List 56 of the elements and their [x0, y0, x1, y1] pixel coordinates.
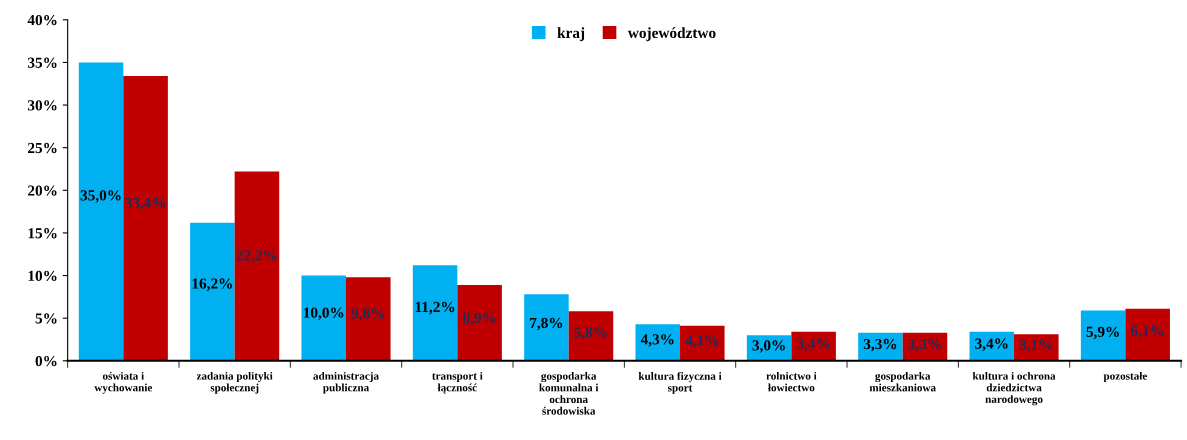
bar	[680, 325, 725, 361]
x-tick-label: administracja publiczna	[313, 371, 379, 394]
bar	[78, 62, 124, 361]
y-tick-label: 30%	[27, 100, 57, 111]
legend-label: województwo	[627, 27, 716, 42]
data-label: 8,9%	[462, 312, 496, 326]
y-tick-label: 40%	[27, 14, 57, 26]
y-tick-label: 25%	[28, 142, 57, 154]
bar	[1080, 310, 1126, 361]
data-label: 4,1%	[685, 335, 719, 348]
bar	[635, 324, 681, 361]
data-label: 3,4%	[797, 338, 830, 351]
bar	[301, 275, 347, 361]
x-tick-label: gospodarka komunalna i ochrona środowiska	[539, 371, 599, 415]
y-tick-label: 20%	[28, 185, 57, 196]
data-label: 6,1%	[1131, 325, 1164, 339]
y-tick-label: 0%	[35, 355, 57, 367]
y-tick-label: 15%	[28, 228, 57, 239]
x-tick-label: oświata i wychowanie	[94, 371, 153, 394]
bar	[457, 284, 502, 361]
data-label: 5,8%	[574, 327, 607, 340]
y-tick-label: 35%	[27, 57, 57, 68]
data-label: 22,2%	[236, 250, 277, 263]
bar	[524, 294, 569, 361]
bar	[190, 222, 235, 361]
x-tick-label: pozostałe	[1103, 371, 1148, 382]
data-label: 3,4%	[975, 338, 1008, 351]
data-label: 3,0%	[752, 340, 785, 353]
bar	[234, 171, 280, 361]
data-label: 3,3%	[863, 338, 897, 352]
x-tick-label: kultura i ochrona dziedzictwa narodowego	[972, 371, 1056, 406]
bar	[1014, 334, 1059, 361]
data-label: 3,1%	[1019, 339, 1053, 353]
data-label: 5,9%	[1086, 326, 1119, 340]
data-label: 7,8%	[530, 317, 563, 331]
data-label: 33,4%	[125, 197, 166, 211]
data-label: 10,0%	[303, 307, 344, 320]
bar	[346, 277, 391, 361]
bar	[1125, 308, 1170, 361]
x-tick-label: rolnictwo i łowiectwo	[766, 371, 817, 392]
x-tick-label: zadania polityki społecznej	[196, 371, 273, 394]
x-tick-label: kultura fizyczna i sport	[638, 371, 722, 394]
y-tick-label: 5%	[35, 313, 57, 324]
data-label: 9,8%	[351, 308, 385, 321]
data-label: 11,2%	[415, 301, 455, 315]
data-label: 3,3%	[908, 338, 941, 352]
legend-label: kraj	[557, 27, 585, 42]
bar	[568, 311, 614, 361]
y-tick-label: 10%	[28, 270, 57, 282]
data-label: 35,0%	[80, 190, 121, 203]
bar	[412, 265, 458, 361]
data-label: 4,3%	[640, 334, 674, 347]
data-label: 16,2%	[192, 278, 232, 291]
bar	[123, 76, 168, 361]
x-tick-label: gospodarka mieszkaniowa	[869, 371, 936, 392]
x-tick-label: transport i łączność	[432, 371, 483, 394]
